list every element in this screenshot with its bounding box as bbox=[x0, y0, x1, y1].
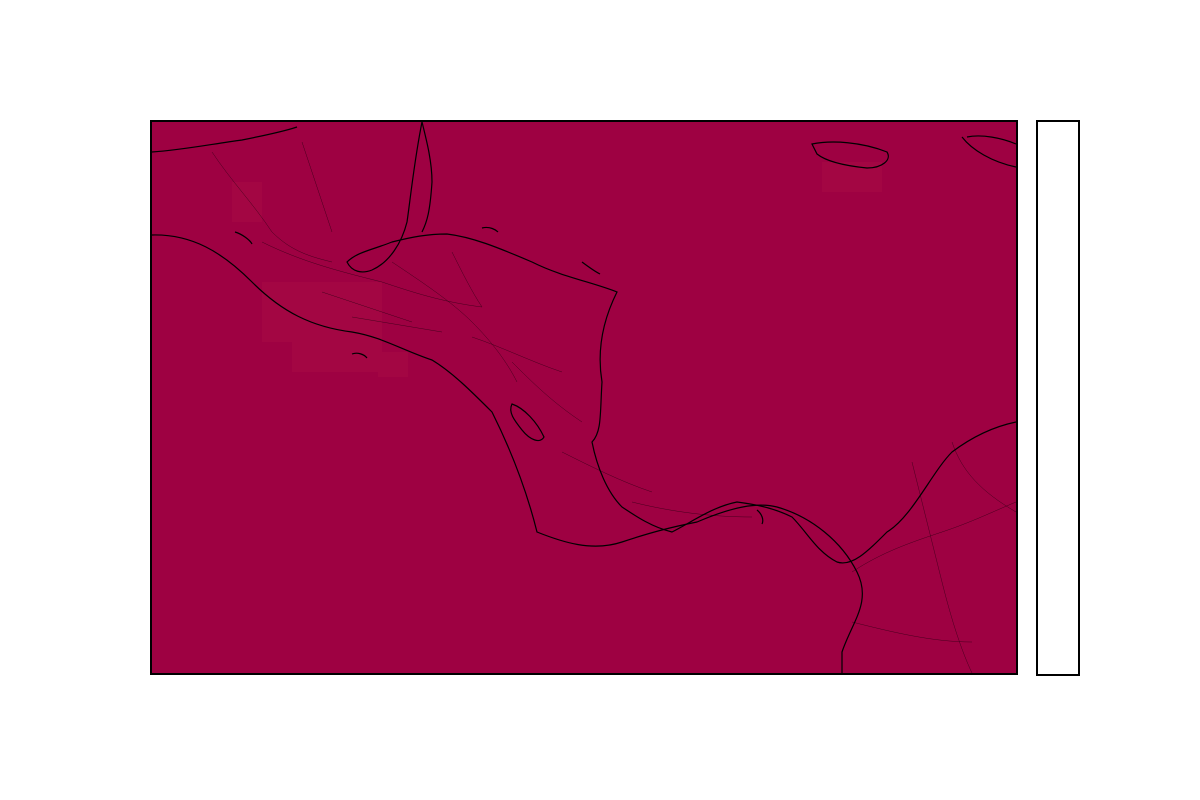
borders bbox=[211, 141, 1016, 673]
map-canvas bbox=[152, 122, 1016, 673]
map-panel bbox=[150, 120, 1018, 675]
concentration-field bbox=[152, 122, 1016, 673]
colorbar bbox=[1036, 120, 1080, 676]
coastlines bbox=[152, 122, 1016, 673]
